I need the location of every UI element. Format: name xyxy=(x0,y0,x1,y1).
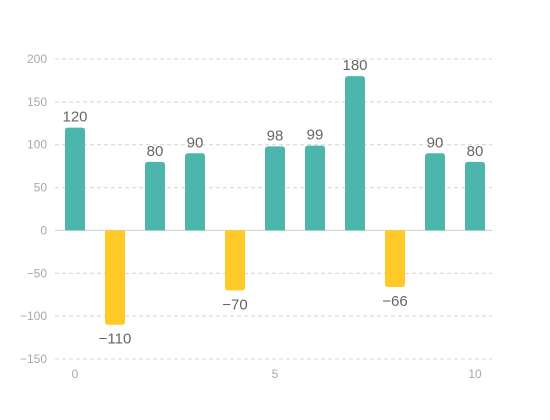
bar-value-label: 180 xyxy=(342,57,367,74)
y-tick-label: −50 xyxy=(27,266,48,280)
bar-value-label: 90 xyxy=(187,134,204,151)
y-tick-label: 200 xyxy=(27,52,47,66)
y-tick-label: 150 xyxy=(27,95,47,109)
bar-negative xyxy=(105,230,125,325)
data-labels: 120 −110 80 90 −70 98 99 180 −66 90 80 xyxy=(62,57,483,348)
y-tick-label: 50 xyxy=(34,181,48,195)
bar-positive xyxy=(345,76,365,231)
bar-value-label: 90 xyxy=(427,134,444,151)
x-axis-ticks: 0 5 10 xyxy=(72,367,482,381)
y-tick-label: 0 xyxy=(40,223,47,237)
bar-positive xyxy=(305,145,325,231)
bar-value-label: −66 xyxy=(382,293,407,310)
y-tick-label: 100 xyxy=(27,138,47,152)
bar-positive xyxy=(185,153,205,231)
bar-value-label: −70 xyxy=(222,296,247,313)
bar-positive xyxy=(465,161,485,231)
bar-series xyxy=(65,76,485,325)
bar-value-label: 120 xyxy=(62,109,87,126)
x-tick-label: 10 xyxy=(468,367,482,381)
bar-positive xyxy=(425,153,445,231)
bar-value-label: 80 xyxy=(147,143,164,160)
x-tick-label: 0 xyxy=(72,367,79,381)
bar-positive xyxy=(65,127,85,231)
x-tick-label: 5 xyxy=(272,367,279,381)
bar-positive xyxy=(265,146,285,231)
y-tick-label: −100 xyxy=(20,309,47,323)
bar-negative xyxy=(225,230,245,291)
y-tick-label: −150 xyxy=(20,352,47,366)
y-axis-ticks: 200 150 100 50 0 −50 −100 −150 xyxy=(20,52,47,366)
bar-value-label: −110 xyxy=(99,331,132,348)
bar-negative xyxy=(385,230,405,287)
bar-value-label: 99 xyxy=(307,127,324,144)
bar-value-label: 80 xyxy=(467,143,484,160)
bar-value-label: 98 xyxy=(267,127,284,144)
bar-positive xyxy=(145,161,165,231)
